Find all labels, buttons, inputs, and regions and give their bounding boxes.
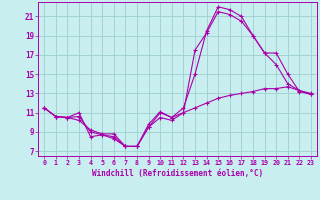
- X-axis label: Windchill (Refroidissement éolien,°C): Windchill (Refroidissement éolien,°C): [92, 169, 263, 178]
